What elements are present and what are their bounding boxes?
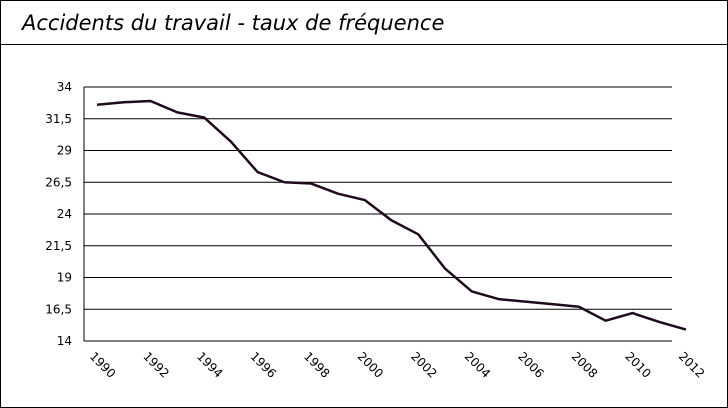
y-tick-label: 24 <box>57 207 72 221</box>
line-series <box>96 99 687 331</box>
y-tick-label: 14 <box>57 334 72 348</box>
y-tick-label: 31,5 <box>45 112 72 126</box>
y-tick-label: 26,5 <box>45 175 72 189</box>
y-tick-label: 16,5 <box>45 302 72 316</box>
y-tick-label: 19 <box>57 271 72 285</box>
y-tick-label: 21,5 <box>45 239 72 253</box>
y-tick-label: 29 <box>57 144 72 158</box>
y-tick-label: 34 <box>57 80 72 94</box>
chart-title: Accidents du travail - taux de fréquence <box>20 11 444 35</box>
